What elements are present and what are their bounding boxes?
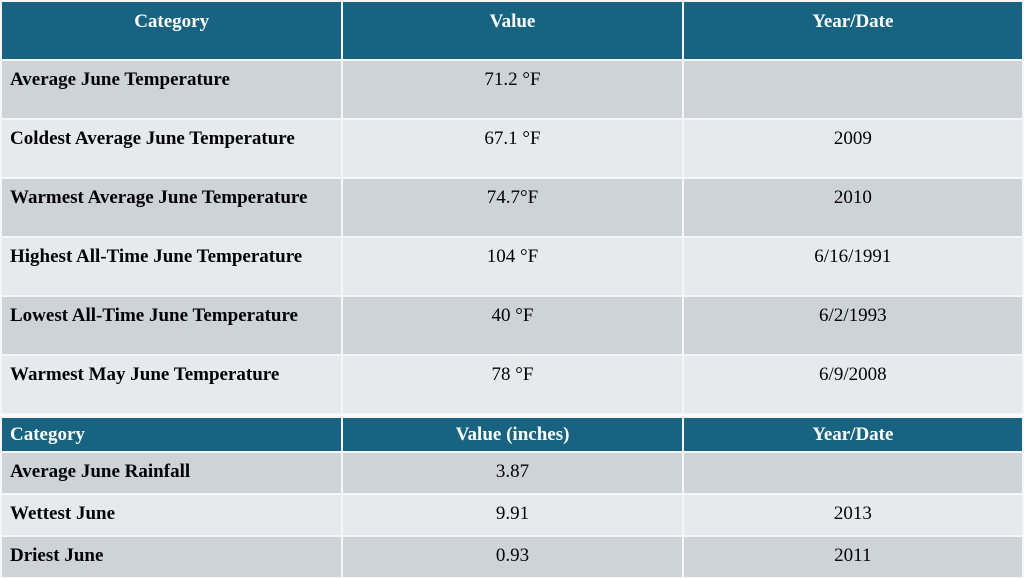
table-row: Average June Temperature 71.2 °F	[2, 61, 1022, 118]
temperature-table: Category Value Year/Date Average June Te…	[0, 0, 1024, 415]
temperature-header-category: Category	[2, 2, 342, 59]
value-cell: 67.1 °F	[343, 120, 682, 177]
category-cell: Wettest June	[2, 494, 342, 535]
category-cell: Lowest All-Time June Temperature	[2, 297, 342, 354]
rainfall-table: Category Value (inches) Year/Date Averag…	[0, 416, 1024, 578]
category-cell: Warmest Average June Temperature	[2, 179, 342, 236]
value-cell: 40 °F	[343, 297, 682, 354]
date-cell: 2009	[683, 120, 1022, 177]
category-cell: Driest June	[2, 536, 342, 577]
value-cell: 78 °F	[343, 356, 682, 413]
rainfall-header-date: Year/Date	[683, 418, 1022, 451]
table-row: Warmest May June Temperature 78 °F 6/9/2…	[2, 356, 1022, 413]
date-cell	[683, 452, 1022, 493]
table-row: Wettest June 9.91 2013	[2, 494, 1022, 535]
temperature-header-date: Year/Date	[683, 2, 1022, 59]
date-cell: 2013	[683, 494, 1022, 535]
table-row: Driest June 0.93 2011	[2, 536, 1022, 577]
value-cell: 9.91	[343, 494, 682, 535]
value-cell: 104 °F	[343, 238, 682, 295]
table-row: Warmest Average June Temperature 74.7°F …	[2, 179, 1022, 236]
category-cell: Warmest May June Temperature	[2, 356, 342, 413]
date-cell: 2010	[683, 179, 1022, 236]
table-row: Highest All-Time June Temperature 104 °F…	[2, 238, 1022, 295]
rainfall-header-value: Value (inches)	[343, 418, 682, 451]
category-cell: Coldest Average June Temperature	[2, 120, 342, 177]
date-cell: 6/16/1991	[683, 238, 1022, 295]
value-cell: 71.2 °F	[343, 61, 682, 118]
rainfall-header-category: Category	[2, 418, 342, 451]
category-cell: Highest All-Time June Temperature	[2, 238, 342, 295]
rainfall-header-row: Category Value (inches) Year/Date	[2, 418, 1022, 451]
category-cell: Average June Temperature	[2, 61, 342, 118]
date-cell	[683, 61, 1022, 118]
table-row: Average June Rainfall 3.87	[2, 452, 1022, 493]
category-cell: Average June Rainfall	[2, 452, 342, 493]
value-cell: 0.93	[343, 536, 682, 577]
temperature-header-value: Value	[343, 2, 682, 59]
value-cell: 3.87	[343, 452, 682, 493]
value-cell: 74.7°F	[343, 179, 682, 236]
date-cell: 6/2/1993	[683, 297, 1022, 354]
table-row: Lowest All-Time June Temperature 40 °F 6…	[2, 297, 1022, 354]
table-row: Coldest Average June Temperature 67.1 °F…	[2, 120, 1022, 177]
temperature-header-row: Category Value Year/Date	[2, 2, 1022, 59]
date-cell: 2011	[683, 536, 1022, 577]
date-cell: 6/9/2008	[683, 356, 1022, 413]
